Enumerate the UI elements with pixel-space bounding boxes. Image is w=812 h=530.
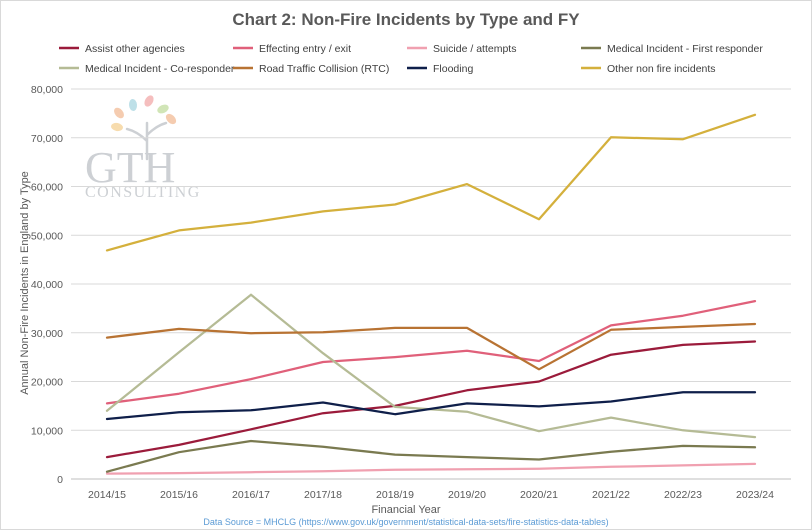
- x-tick-label: 2019/20: [448, 489, 486, 501]
- logo-leaf: [111, 122, 123, 132]
- gridlines: [71, 88, 791, 480]
- series-line-7: [105, 391, 757, 421]
- legend: Assist other agencies Effecting entry / e…: [59, 43, 763, 75]
- y-tick-label: 20,000: [31, 377, 63, 389]
- x-tick-label: 2023/24: [736, 489, 774, 501]
- legend-label: Suicide / attempts: [433, 43, 516, 55]
- logo-leaf: [114, 107, 124, 119]
- series-line-2: [105, 299, 757, 405]
- chart-title: Chart 2: Non-Fire Incidents by Type and …: [232, 10, 580, 29]
- x-tick-label: 2015/16: [160, 489, 198, 501]
- x-tick-label: 2014/15: [88, 489, 126, 501]
- logo-leaf: [165, 113, 177, 125]
- legend-label: Medical Incident - First responder: [607, 43, 763, 55]
- x-tick-label: 2021/22: [592, 489, 630, 501]
- y-tick-label: 60,000: [31, 182, 63, 194]
- x-tick-label: 2020/21: [520, 489, 558, 501]
- y-tick-label: 10,000: [31, 425, 63, 437]
- logo-leaf: [157, 104, 169, 114]
- logo-leaf: [128, 99, 138, 111]
- y-axis-ticks: 0 10,000 20,000 30,000 40,000 50,000 60,000 70,…: [31, 84, 63, 486]
- x-tick-label: 2018/19: [376, 489, 414, 501]
- logo-leaf: [144, 95, 154, 107]
- y-tick-label: 70,000: [31, 133, 63, 145]
- y-tick-label: 0: [57, 474, 63, 486]
- logo-trunk: [125, 121, 168, 161]
- logo-text: GTH: [85, 143, 175, 192]
- x-axis-ticks: 2014/15 2015/16 2016/17 2017/18 2018/19 2019/…: [88, 489, 774, 501]
- series-line-4: [105, 439, 757, 473]
- legend-label: Other non fire incidents: [607, 63, 716, 75]
- series-line-1: [105, 340, 757, 459]
- series-line-6: [105, 322, 757, 371]
- legend-label: Assist other agencies: [85, 43, 185, 55]
- x-tick-label: 2016/17: [232, 489, 270, 501]
- legend-label: Effecting entry / exit: [259, 43, 351, 55]
- x-tick-label: 2017/18: [304, 489, 342, 501]
- y-tick-label: 80,000: [31, 84, 63, 96]
- y-tick-label: 50,000: [31, 230, 63, 242]
- series-line-8: [105, 113, 757, 252]
- logo-tree-icon: [111, 95, 177, 161]
- series-line-3: [105, 462, 757, 475]
- x-axis-title: Financial Year: [371, 504, 440, 516]
- data-source-note: Data Source = MHCLG (https://www.gov.uk/…: [203, 517, 608, 527]
- watermark-logo: GTH CONSULTING: [85, 95, 201, 201]
- y-tick-label: 40,000: [31, 279, 63, 291]
- legend-label: Road Traffic Collision (RTC): [259, 63, 389, 75]
- series-line-5: [105, 293, 757, 439]
- legend-label: Flooding: [433, 63, 473, 75]
- legend-label: Medical Incident - Co-responder: [85, 63, 235, 75]
- series-lines: [105, 113, 757, 475]
- y-axis-title: Annual Non-Fire Incidents in England by …: [19, 171, 31, 395]
- logo-subtext: CONSULTING: [85, 184, 201, 201]
- x-tick-label: 2022/23: [664, 489, 702, 501]
- y-tick-label: 30,000: [31, 328, 63, 340]
